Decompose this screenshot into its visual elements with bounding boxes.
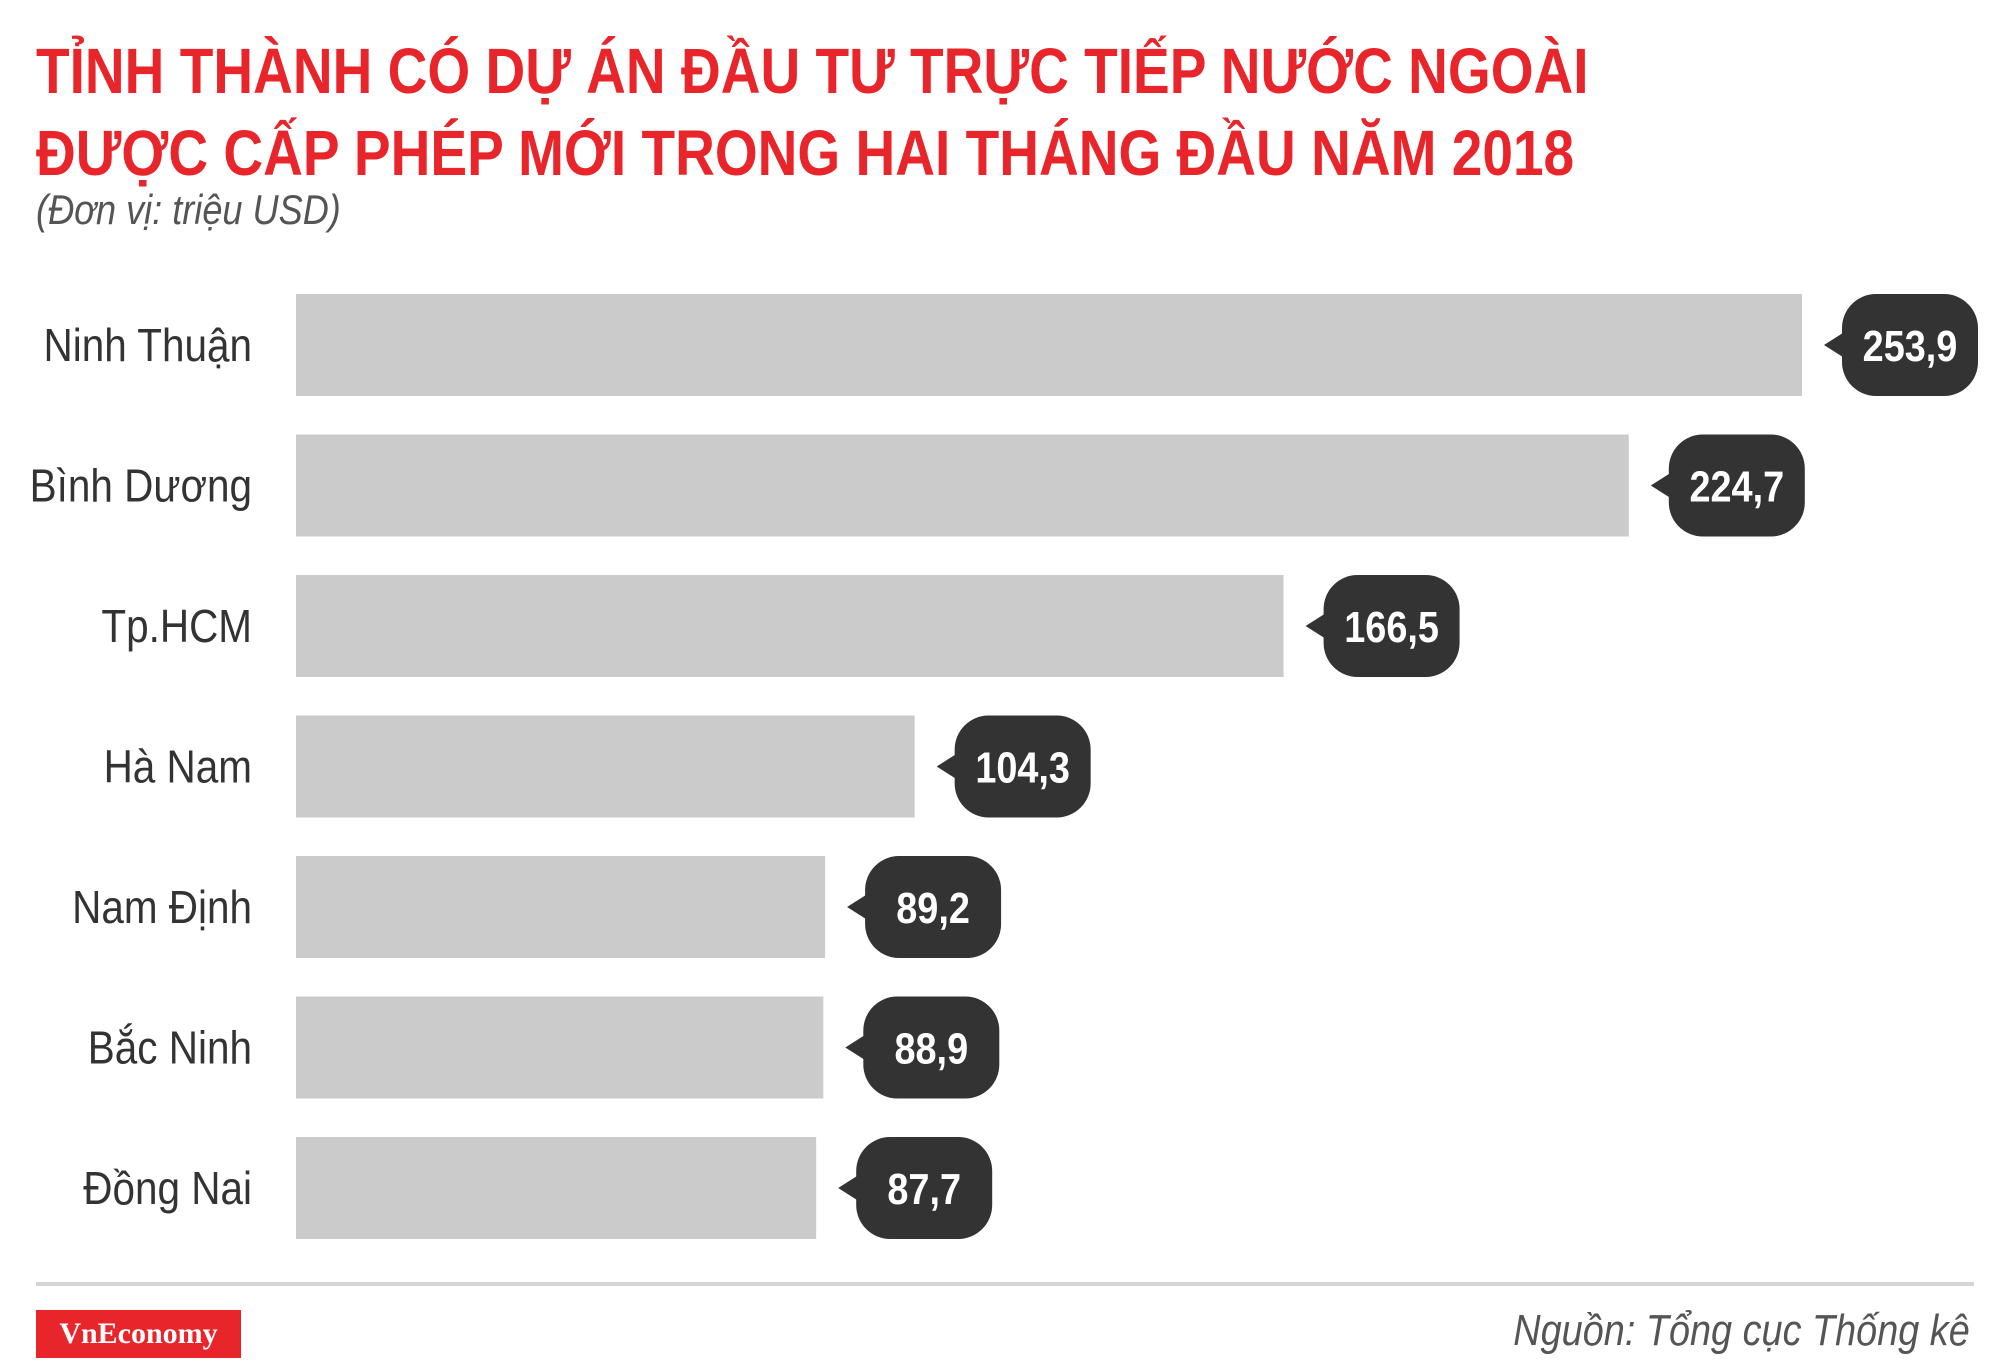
category-label: Ninh Thuận [44,321,252,372]
value-bubble-body [856,1137,993,1239]
value-label: 104,3 [975,743,1070,792]
value-label: 166,5 [1344,602,1439,651]
footer-divider [36,1282,1974,1286]
category-label: Bắc Ninh [88,1023,252,1074]
value-label-bubble: 88,9 [845,996,1000,1099]
bar [296,575,1284,677]
value-bubble-pointer [936,752,959,781]
value-label-bubble: 89,2 [847,856,1002,958]
category-label: Nam Định [72,883,252,934]
value-label: 88,9 [894,1024,968,1073]
unit-label: (Đơn vị: triệu USD) [36,186,341,233]
chart-title-line-2: ĐƯỢC CẤP PHÉP MỚI TRONG HAI THÁNG ĐẦU NĂ… [36,117,1575,189]
chart-title: TỈNH THÀNH CÓ DỰ ÁN ĐẦU TƯ TRỰC TIẾP NƯỚ… [36,30,1589,194]
category-label: Bình Dương [30,461,252,512]
value-bubble-pointer [1650,471,1673,500]
category-label: Hà Nam [104,742,252,793]
value-bubble-pointer [838,1174,861,1202]
value-bubble-body [1668,434,1805,537]
vneconomy-logo: VnEconomy [36,1310,241,1358]
value-bubble-body [1842,294,1978,396]
bar [296,434,1629,537]
value-bubble-body [1323,575,1460,677]
value-bubble-pointer [847,893,870,921]
value-label: 253,9 [1863,321,1958,370]
value-label: 224,7 [1689,462,1784,511]
value-label-bubble: 224,7 [1650,434,1805,537]
value-bubble-pointer [1305,612,1328,640]
bar [296,715,915,818]
value-label-bubble: 104,3 [936,715,1091,818]
value-bubble-body [865,856,1002,958]
bar-chart: Ninh Thuận 253,9 Bình Dương 224,7 Tp.HCM 166,… [30,294,1978,1239]
value-label: 87,7 [887,1164,961,1213]
value-label: 89,2 [896,883,970,932]
value-label-bubble: 87,7 [838,1137,993,1239]
value-bubble-body [863,996,1000,1099]
value-bubble-pointer [1824,331,1846,359]
chart-title-line-1: TỈNH THÀNH CÓ DỰ ÁN ĐẦU TƯ TRỰC TIẾP NƯỚ… [36,35,1589,107]
value-label-bubble: 166,5 [1305,575,1460,677]
bar [296,996,824,1099]
category-label: Tp.HCM [101,602,252,653]
category-label: Đồng Nai [83,1164,252,1215]
value-bubble-body [954,715,1091,818]
bar [296,1137,817,1239]
value-label-bubble: 253,9 [1824,294,1978,396]
bar [296,856,826,958]
bar [296,294,1802,396]
value-bubble-pointer [845,1033,868,1062]
source-note: Nguồn: Tổng cục Thống kê [1513,1306,1970,1355]
